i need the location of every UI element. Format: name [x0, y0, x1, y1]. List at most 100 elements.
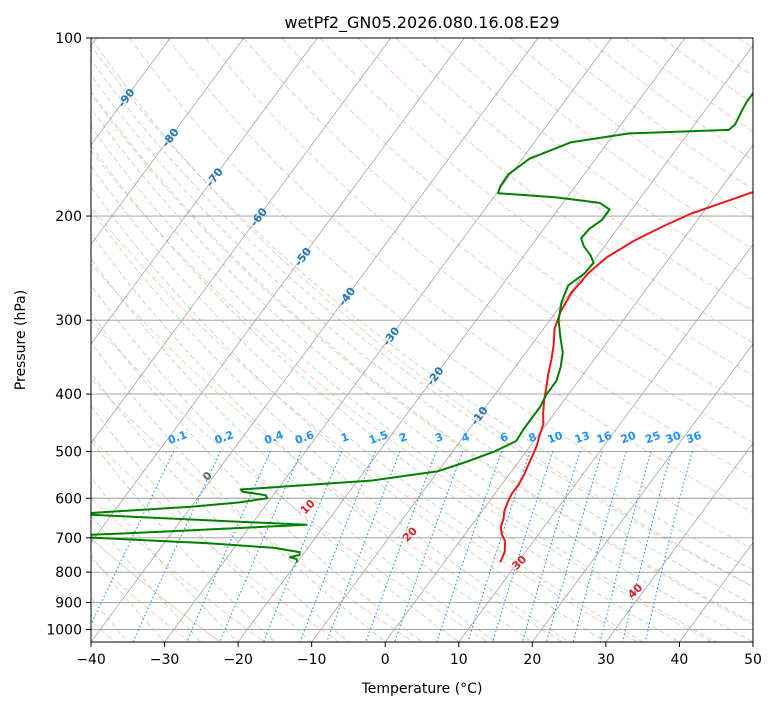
mixing-ratio-label: 6	[498, 430, 510, 445]
x-tick-label: 30	[597, 652, 615, 668]
mixing-ratio-line	[365, 451, 437, 642]
y-tick-label: 400	[55, 387, 82, 403]
y-tick-label: 600	[55, 491, 82, 507]
x-tick-label: −30	[150, 652, 180, 668]
mixing-ratio-label: 0.6	[293, 428, 316, 447]
dry-adiabat-line	[91, 149, 713, 642]
temperature-profile-line	[499, 190, 753, 563]
y-tick-label: 300	[55, 313, 82, 329]
isotherm-line	[311, 44, 753, 642]
mixing-ratio-label: 2	[397, 430, 409, 445]
mixing-ratio-line	[91, 451, 175, 626]
dry-adiabat-line	[91, 93, 753, 626]
dry-adiabat-line	[319, 38, 753, 377]
dry-adiabat-line	[433, 38, 753, 281]
plot-area: -100-90-80-70-60-50-40-30-20-100.10.20.4…	[91, 38, 753, 642]
moist-adiabat-line	[91, 284, 460, 642]
x-tick-label: 40	[671, 652, 689, 668]
mixing-ratio-line	[262, 451, 343, 642]
moist-adiabat-line	[91, 209, 570, 642]
thermal-curve-line	[91, 537, 221, 642]
moist-adiabat-line	[91, 125, 717, 642]
isotherm-line	[164, 38, 612, 642]
isotherm-line	[458, 243, 753, 642]
dry-adiabat-line	[91, 206, 638, 642]
dry-adiabat-line	[129, 38, 753, 550]
mixing-ratio-line	[299, 451, 376, 642]
axis-ticks: −40 −30 −20 −10 0 10 20 30 40 5010020030040050060…	[46, 31, 762, 668]
isotherm-line	[237, 38, 686, 642]
x-tick-label: 10	[450, 652, 468, 668]
mixing-ratio-line	[622, 451, 673, 642]
isotherm-line	[91, 38, 318, 345]
mixing-ratio-line	[436, 451, 503, 642]
mixing-ratio-label: 20	[619, 429, 638, 447]
moist-adiabat-line	[91, 44, 753, 571]
y-tick-label: 200	[55, 209, 82, 225]
mixing-ratio-line	[521, 451, 581, 642]
chart-title: wetPf2_GN05.2026.080.16.08.E29	[284, 13, 559, 33]
dry-adiabat-line	[91, 38, 753, 587]
mixing-ratio-label: 25	[643, 429, 662, 446]
dry-adiabat-line	[91, 497, 265, 642]
mixing-ratio-label: 0.4	[263, 428, 286, 447]
mixing-ratio-line	[644, 451, 693, 642]
mixing-ratio-label: 0.1	[166, 428, 189, 447]
mixing-ratio-line	[132, 451, 221, 642]
dry-adiabat-line	[281, 38, 753, 410]
mixing-ratio-label: 1	[339, 430, 351, 445]
moist-adiabat-line	[91, 90, 753, 624]
y-tick-label: 800	[55, 565, 82, 581]
dewpoint-profile-line	[91, 91, 753, 563]
x-tick-label: −40	[76, 652, 106, 668]
mixing-ratio-label: 36	[684, 429, 703, 447]
dry-adiabat-line	[357, 38, 753, 344]
y-tick-label: 1000	[46, 622, 82, 638]
y-tick-label: 700	[55, 531, 82, 547]
y-axis-label: Pressure (hPa)	[13, 290, 29, 390]
mixing-ratio-line	[546, 451, 603, 642]
mixing-ratio-label: 3	[433, 430, 445, 445]
moist-adiabat-line	[91, 372, 349, 642]
mixing-ratio-line	[326, 451, 401, 642]
isotherm-line	[91, 38, 245, 246]
mixing-ratio-label: 0.2	[213, 428, 236, 447]
mixing-ratio-line	[572, 451, 627, 642]
dry-adiabat-line	[548, 38, 753, 190]
mixing-ratio-label: 13	[573, 429, 592, 446]
x-tick-label: −20	[223, 652, 253, 668]
moist-adiabat-line	[91, 405, 312, 642]
x-tick-label: −10	[297, 652, 327, 668]
mixing-ratio-label: 8	[527, 430, 539, 445]
mixing-ratio-label: 4	[460, 430, 472, 445]
plot-frame	[90, 37, 754, 643]
dry-adiabat-line	[167, 38, 753, 514]
isotherm-line	[91, 38, 392, 444]
dry-adiabat-line	[91, 263, 563, 642]
dry-adiabat-line	[243, 38, 753, 444]
mixing-ratio-label: 1.5	[367, 428, 390, 447]
moist-adiabat-line	[91, 312, 423, 642]
isotherm-line	[384, 144, 753, 642]
x-axis-label: Temperature (°C)	[361, 681, 483, 697]
mixing-ratio-label: 10	[546, 429, 565, 447]
mixing-ratio-line	[599, 451, 652, 642]
isotherm-line	[91, 38, 171, 146]
y-tick-label: 100	[55, 31, 82, 47]
isotherm-line	[91, 38, 465, 544]
moist-adiabat-line	[91, 144, 680, 642]
y-tick-label: 900	[55, 595, 82, 611]
mixing-ratio-label: 30	[664, 429, 683, 447]
x-tick-label: 50	[744, 652, 762, 668]
moist-adiabat-line	[91, 232, 533, 642]
moist-adiabat-line	[91, 74, 753, 606]
isotherm-line	[531, 343, 753, 642]
x-tick-label: 0	[381, 652, 390, 668]
x-tick-label: 20	[523, 652, 541, 668]
isotherm-line	[605, 442, 753, 642]
y-tick-label: 500	[55, 444, 82, 460]
mixing-ratio-label: 16	[595, 429, 614, 447]
moist-adiabat-line	[91, 107, 753, 642]
